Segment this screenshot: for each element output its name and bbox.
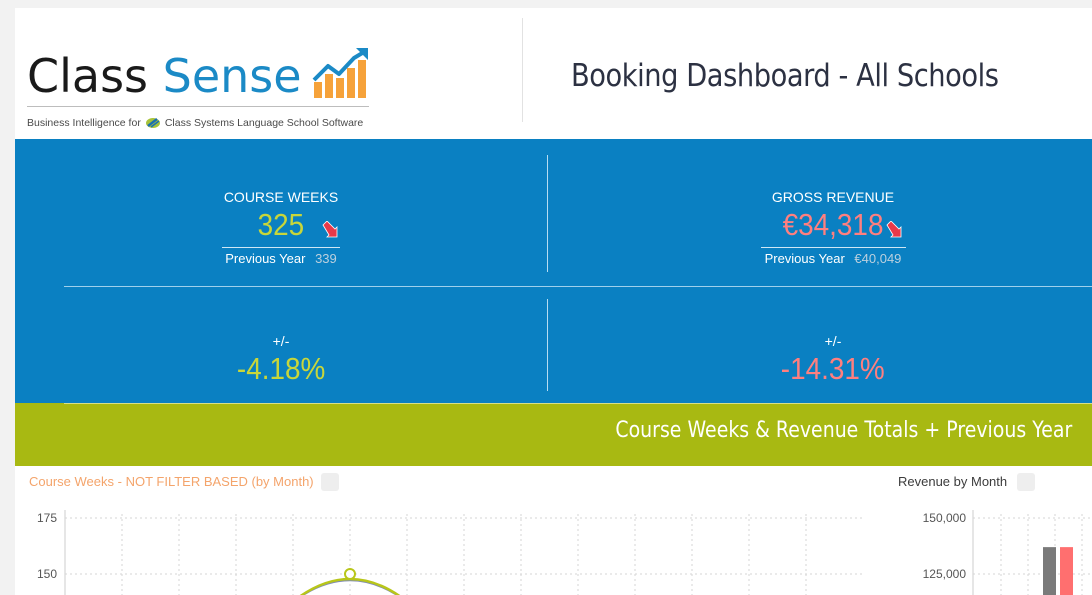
class-systems-icon xyxy=(145,118,160,128)
logo-tagline: Business Intelligence for Class Systems … xyxy=(27,117,363,129)
kpi-gross-revenue-prev-label: Previous Year xyxy=(764,251,845,266)
kpi-course-weeks-prev-value: 339 xyxy=(315,251,337,266)
kpi-gross-revenue-underline xyxy=(760,247,906,248)
header-divider xyxy=(522,18,523,122)
revenue-chart-title: Revenue by Month xyxy=(898,474,1008,489)
logo-rule xyxy=(27,106,369,107)
kpi-course-weeks-prev-label: Previous Year xyxy=(225,251,306,266)
revenue-bars xyxy=(1043,547,1073,595)
course-weeks-chart-title: Course Weeks - NOT FILTER BASED (by Mont… xyxy=(29,474,314,489)
revenue-y-tick-label: 125,000 xyxy=(923,567,967,581)
logo-word-sense: Sense xyxy=(162,49,302,103)
logo-growth-chart-icon xyxy=(312,48,368,98)
kpi-panel: COURSE WEEKS 325 Previous Year 339 GROSS… xyxy=(15,139,1092,403)
kpi-course-weeks-change-label: +/- xyxy=(272,333,290,349)
header: Class Sense Business Intelligence for xyxy=(15,8,1092,139)
kpi-course-weeks: COURSE WEEKS 325 Previous Year 339 xyxy=(181,189,381,266)
down-arrow-icon xyxy=(322,221,338,238)
kpi-gross-revenue-previous: Previous Year €40,049 xyxy=(733,251,933,266)
kpi-course-weeks-change-value: -4.18% xyxy=(236,351,326,386)
revenue-y-tick-label: 150,000 xyxy=(923,511,967,525)
logo-word-class: Class xyxy=(27,49,149,103)
revenue-grid xyxy=(972,510,1092,595)
section-banner-title: Course Weeks & Revenue Totals + Previous… xyxy=(615,418,1072,443)
kpi-course-weeks-label: COURSE WEEKS xyxy=(223,189,339,205)
kpi-gross-revenue: GROSS REVENUE €34,318 Previous Year €40,… xyxy=(733,189,933,266)
tagline-prefix: Business Intelligence for xyxy=(27,117,141,129)
course-weeks-point xyxy=(344,568,356,580)
dashboard-page: Class Sense Business Intelligence for xyxy=(15,8,1092,595)
kpi-gross-revenue-prev-value: €40,049 xyxy=(854,251,902,266)
kpi-gross-revenue-label: GROSS REVENUE xyxy=(771,189,895,205)
kpi-divider-bottom xyxy=(547,299,548,391)
course-weeks-line-chart: 175 150 xyxy=(37,510,863,595)
course-weeks-y-tick-label: 175 xyxy=(37,511,57,525)
course-weeks-y-ticks: 175 150 xyxy=(37,511,57,581)
course-weeks-grid xyxy=(64,510,863,595)
course-weeks-y-tick-label: 150 xyxy=(37,567,57,581)
kpi-revenue-change: +/- -14.31% xyxy=(733,333,933,389)
banner-top-line xyxy=(64,403,1092,404)
kpi-course-weeks-previous: Previous Year 339 xyxy=(181,251,381,266)
course-weeks-chart-info-button[interactable] xyxy=(321,473,339,491)
down-arrow-icon xyxy=(886,221,902,238)
class-sense-logo: Class Sense Business Intelligence for xyxy=(27,46,372,136)
revenue-bar xyxy=(1043,547,1056,595)
kpi-revenue-change-label: +/- xyxy=(824,333,842,349)
course-weeks-series xyxy=(299,568,401,595)
page-title: Booking Dashboard - All Schools xyxy=(571,58,999,94)
logo-text: Class Sense xyxy=(27,46,302,106)
section-banner: Course Weeks & Revenue Totals + Previous… xyxy=(15,403,1092,466)
tagline-suffix: Class Systems Language School Software xyxy=(164,117,364,129)
kpi-course-weeks-value: 325 xyxy=(257,207,305,242)
course-weeks-prev-year-line xyxy=(300,578,400,595)
kpi-revenue-change-value: -14.31% xyxy=(781,351,885,386)
kpi-divider-horizontal xyxy=(64,286,1092,287)
kpi-divider-top xyxy=(547,155,548,272)
kpi-gross-revenue-value: €34,318 xyxy=(782,207,884,242)
revenue-chart-info-button[interactable] xyxy=(1017,473,1035,491)
course-weeks-line xyxy=(299,577,401,595)
revenue-bar xyxy=(1060,547,1073,595)
revenue-bar-chart: 150,000 125,000 xyxy=(923,510,1092,595)
kpi-course-weeks-underline xyxy=(222,247,340,248)
revenue-y-ticks: 150,000 125,000 xyxy=(923,511,967,581)
kpi-course-weeks-change: +/- -4.18% xyxy=(181,333,381,389)
